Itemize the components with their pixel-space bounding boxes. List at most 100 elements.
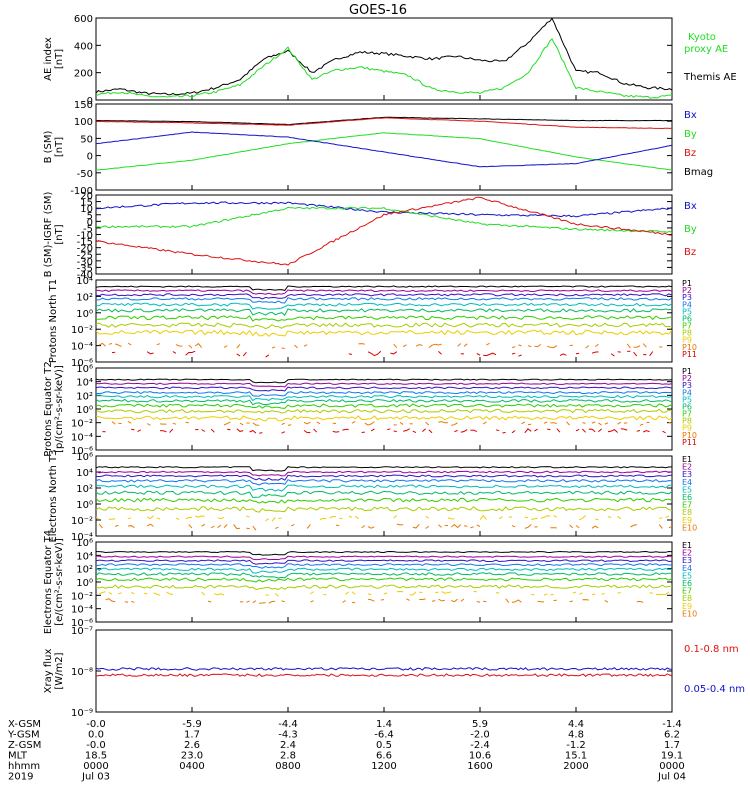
y-tick-label: 200: [74, 69, 93, 80]
x-axis-value: 2.4: [280, 740, 296, 751]
series-line: [96, 132, 672, 171]
y-tick-label: 10⁴: [76, 468, 93, 479]
y-tick-label: -100: [70, 186, 93, 197]
y-axis-label: [p/(cm²-s-sr-keV)]: [54, 365, 65, 453]
y-tick-label: 10⁶: [76, 364, 93, 375]
x-axis-value: 19.1: [661, 751, 683, 762]
legend-entry: proxy AE: [684, 44, 728, 55]
x-axis-value: 0000: [83, 761, 108, 772]
y-axis-label: [nT]: [54, 137, 65, 157]
channel-line: [96, 408, 672, 414]
legend-entry: P9: [682, 336, 692, 345]
channel-line: [96, 322, 672, 330]
channel-line: [96, 378, 672, 384]
x-axis-value: -0.0: [86, 740, 106, 751]
y-tick-label: 10²: [76, 484, 93, 495]
legend-entry: E4: [682, 478, 692, 487]
y-axis-label: [W/m2]: [54, 652, 65, 689]
legend-entry: P6: [682, 402, 692, 411]
legend-entry: E8: [682, 594, 692, 603]
legend-entry: Kyoto: [688, 32, 716, 43]
series-line: [96, 201, 672, 218]
y-tick-label: 150: [74, 100, 93, 111]
y-tick-label: 10⁻²: [71, 419, 93, 430]
channel-line: [96, 470, 672, 477]
legend-entry: P8: [682, 417, 692, 426]
legend-entry: P11: [682, 438, 697, 447]
y-tick-label: 10⁰: [76, 405, 93, 416]
channel-line: [96, 555, 672, 561]
legend-entry: P2: [682, 286, 692, 295]
legend-entry: E6: [682, 579, 692, 588]
x-axis-row-label: hhmm: [8, 761, 40, 772]
channel-line: [96, 584, 672, 591]
y-axis-label: Electrons Equator T4: [43, 530, 54, 634]
channel-line: [96, 394, 672, 402]
y-tick-label: 10⁴: [76, 551, 93, 562]
x-axis-value: 2.6: [184, 740, 200, 751]
x-axis-value: -2.0: [470, 730, 490, 741]
channel-line: [96, 497, 672, 504]
y-tick-label: 600: [74, 14, 93, 25]
panel-5: 10⁻⁶ 10⁻⁴ 10⁻² 10⁰ 10² 10⁴ 10⁶ Protons Equator …: [43, 361, 697, 457]
legend-entry: By: [684, 224, 697, 235]
legend-entry: P2: [682, 374, 692, 383]
legend-entry: E1: [682, 455, 692, 464]
channel-line: [96, 329, 672, 337]
channel-line: [96, 302, 672, 310]
legend-entry: E2: [682, 463, 692, 472]
legend-entry: P4: [682, 300, 692, 309]
panel-6: 10⁻⁴ 10⁻² 10⁰ 10² 10⁴ 10⁶ Electrons North T3 E1…: [48, 449, 697, 543]
x-axis-value: 2.8: [280, 751, 296, 762]
y-axis-label: Xray flux: [43, 649, 54, 694]
channel-line: [96, 386, 672, 392]
series-line: [96, 117, 672, 130]
y-axis-label: B (SM)-IGRF (SM): [43, 192, 54, 278]
legend-entry: Bx: [684, 110, 697, 121]
x-axis-value: 23.0: [181, 751, 203, 762]
legend-entry: P7: [682, 410, 692, 419]
y-tick-label: 0: [87, 96, 93, 107]
x-axis-value: 1.7: [664, 740, 680, 751]
legend-entry: Bx: [684, 201, 697, 212]
legend-entry: E3: [682, 556, 692, 565]
y-tick-label: 10⁻⁹: [71, 708, 93, 719]
channel-line: [96, 484, 672, 492]
y-tick-label: 10⁻⁴: [71, 432, 93, 443]
legend-entry: P3: [682, 293, 692, 302]
panel-plot-area: [96, 667, 672, 677]
series-line: [96, 673, 672, 677]
legend-entry: P6: [682, 314, 692, 323]
x-axis-row-label: X-GSM: [8, 719, 41, 730]
time-axis-table: X-GSM -0.0 -5.9 -4.4 1.4 5.9 4.4 -1.4 Y-GSM 0.0 1.…: [7, 719, 686, 783]
channel-line: [96, 559, 672, 565]
channel-line: [106, 599, 672, 604]
panel-plot-area: [96, 196, 672, 266]
x-axis-value: -6.4: [374, 730, 394, 741]
y-tick-label: 10⁻²: [71, 325, 93, 336]
y-tick-label: 5: [87, 211, 93, 222]
panel-frame: [95, 17, 673, 101]
y-tick-label: 10: [80, 204, 93, 215]
legend-entry: Bmag: [684, 167, 713, 178]
y-tick-label: 0: [87, 217, 93, 228]
x-axis-value: 4.8: [568, 730, 584, 741]
start-date-label: Jul 03: [81, 772, 110, 783]
channel-line: [102, 429, 672, 434]
channel-line: [96, 572, 672, 579]
legend-entry: E8: [682, 508, 692, 517]
series-line: [96, 18, 672, 96]
y-tick-label: 10⁻⁸: [71, 667, 93, 678]
legend-entry: E7: [682, 501, 692, 510]
x-axis-value: 1.4: [376, 719, 392, 730]
legend-entry: P4: [682, 388, 692, 397]
x-axis-value: 0800: [275, 761, 300, 772]
legend-entry: E9: [682, 602, 692, 611]
y-tick-label: 10⁰: [76, 500, 93, 511]
legend-entry: E5: [682, 485, 692, 494]
y-tick-label: 10²: [76, 565, 93, 576]
channel-line: [96, 403, 672, 409]
legend-entry: E3: [682, 470, 692, 479]
year-label: 2019: [8, 772, 33, 783]
